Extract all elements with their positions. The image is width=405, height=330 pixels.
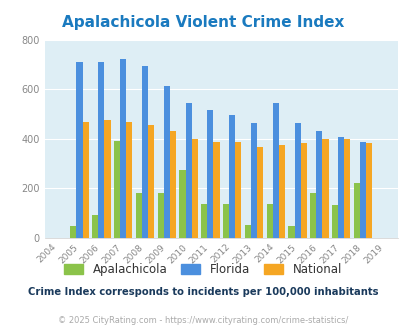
Bar: [244, 225, 250, 238]
Bar: [169, 131, 175, 238]
Bar: [315, 131, 322, 238]
Bar: [82, 121, 88, 238]
Bar: [228, 115, 234, 238]
Bar: [207, 110, 213, 238]
Text: © 2025 CityRating.com - https://www.cityrating.com/crime-statistics/: © 2025 CityRating.com - https://www.city…: [58, 316, 347, 325]
Bar: [98, 62, 104, 238]
Bar: [120, 59, 126, 238]
Bar: [135, 193, 142, 238]
Bar: [294, 122, 300, 238]
Bar: [337, 137, 343, 238]
Bar: [331, 205, 337, 238]
Bar: [163, 86, 169, 238]
Bar: [288, 226, 294, 238]
Text: Apalachicola Violent Crime Index: Apalachicola Violent Crime Index: [62, 15, 343, 30]
Bar: [104, 120, 110, 238]
Bar: [300, 143, 306, 238]
Bar: [278, 145, 284, 238]
Bar: [272, 103, 278, 238]
Bar: [213, 142, 219, 238]
Bar: [148, 125, 154, 238]
Bar: [222, 204, 228, 238]
Bar: [353, 183, 359, 238]
Bar: [343, 139, 350, 238]
Bar: [185, 103, 191, 238]
Legend: Apalachicola, Florida, National: Apalachicola, Florida, National: [59, 258, 346, 281]
Bar: [365, 143, 371, 238]
Bar: [70, 226, 76, 238]
Bar: [250, 123, 256, 238]
Bar: [157, 193, 163, 238]
Bar: [142, 66, 148, 238]
Bar: [256, 147, 262, 238]
Bar: [309, 193, 315, 238]
Bar: [359, 142, 365, 238]
Bar: [114, 141, 120, 238]
Bar: [266, 204, 272, 238]
Bar: [191, 139, 197, 238]
Bar: [234, 142, 241, 238]
Bar: [201, 204, 207, 238]
Bar: [76, 62, 82, 238]
Bar: [322, 139, 328, 238]
Bar: [126, 121, 132, 238]
Bar: [92, 215, 98, 238]
Text: Crime Index corresponds to incidents per 100,000 inhabitants: Crime Index corresponds to incidents per…: [28, 287, 377, 297]
Bar: [179, 170, 185, 238]
